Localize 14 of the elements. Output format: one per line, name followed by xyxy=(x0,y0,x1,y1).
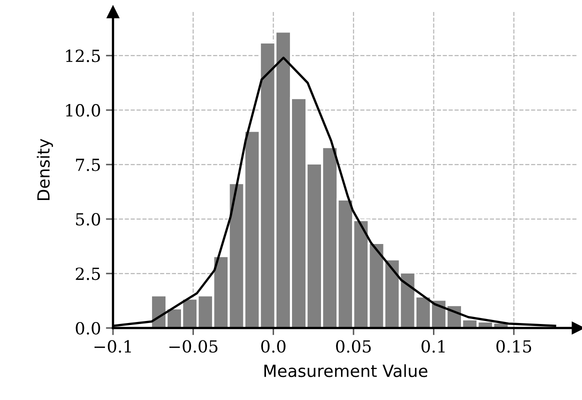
x-tick-label: 0.15 xyxy=(496,340,532,353)
y-tick-label: 12.5 xyxy=(66,50,100,62)
x-tick-label: 0.1 xyxy=(422,340,445,353)
x-tick-label: −0.05 xyxy=(169,340,218,353)
x-tick-label: 0.0 xyxy=(261,340,286,353)
y-tick-label: 5.0 xyxy=(76,212,100,226)
x-tick-label: −0.1 xyxy=(94,340,131,353)
y-tick-label: 0.0 xyxy=(76,322,100,335)
y-axis-title: Density xyxy=(36,138,53,200)
y-tick-label: 7.5 xyxy=(76,158,100,172)
y-tick-label: 10.0 xyxy=(66,104,100,117)
x-axis-title: Measurement Value xyxy=(264,364,428,378)
y-tick-label: 2.5 xyxy=(76,267,100,280)
x-tick-label: 0.05 xyxy=(336,340,371,353)
